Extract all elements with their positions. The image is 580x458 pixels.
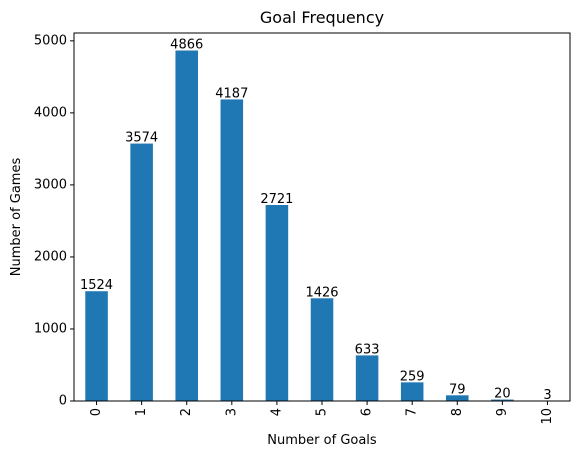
bar-6 [355,355,379,401]
x-tick-label-10: 10 [540,408,555,425]
data-label-7: 259 [400,369,425,384]
plot-frame [73,32,571,402]
bar-8 [446,395,469,401]
data-label-10: 3 [543,388,551,403]
data-label-1: 3574 [125,131,158,146]
x-tick-label-6: 6 [360,408,375,416]
y-axis-title: Number of Games [9,158,24,277]
data-label-2: 4866 [170,38,203,53]
x-tick-label-7: 7 [405,408,420,416]
bar-0 [85,291,108,401]
x-tick-label-0: 0 [89,408,104,416]
data-label-5: 1426 [305,285,338,300]
x-tick-label-2: 2 [179,408,194,416]
bar-1 [130,143,153,401]
y-tick-label-2000: 2000 [34,249,67,264]
x-tick-label-1: 1 [134,408,149,416]
bar-9 [491,399,514,401]
x-axis-title: Number of Goals [267,433,377,448]
data-label-8: 79 [449,382,466,397]
y-axis-ticks: 0 1000 2000 3000 4000 5000 [34,33,74,409]
bar-4 [265,205,289,401]
data-label-6: 633 [355,342,380,357]
data-label-0: 1524 [80,278,113,293]
x-axis-ticks: 0 1 2 3 4 5 6 7 8 9 10 [89,401,555,425]
y-tick-label-1000: 1000 [34,321,67,336]
bar-7 [400,382,424,401]
bar-2 [175,50,198,401]
bars-group [85,50,559,401]
x-tick-label-4: 4 [269,408,284,416]
bar-3 [220,99,244,401]
x-tick-label-3: 3 [224,408,239,416]
data-label-9: 20 [494,387,511,402]
bar-5 [310,298,334,401]
y-tick-label-4000: 4000 [34,105,67,120]
data-label-4: 2721 [260,192,293,207]
x-tick-label-5: 5 [315,408,330,416]
x-tick-label-9: 9 [495,408,510,416]
data-labels-group: 1524 3574 4866 4187 2721 1426 633 259 79 20 3 [80,38,552,403]
y-tick-label-0: 0 [59,394,67,409]
y-tick-label-5000: 5000 [34,33,67,48]
y-tick-label-3000: 3000 [34,177,67,192]
data-label-3: 4187 [215,86,248,101]
chart-title: Goal Frequency [260,8,384,27]
x-tick-label-8: 8 [450,408,465,416]
